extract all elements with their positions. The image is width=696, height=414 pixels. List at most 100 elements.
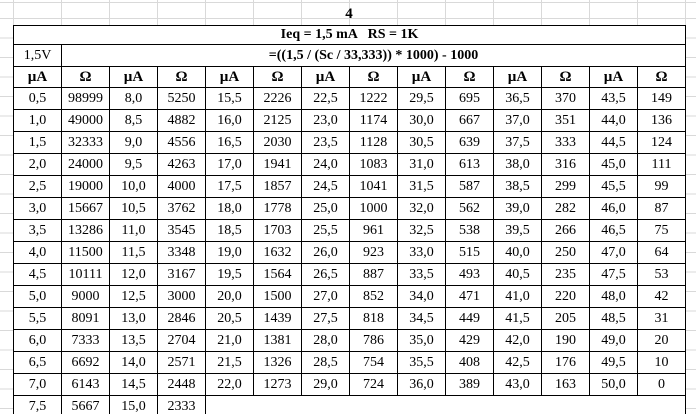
sheet-title-cell[interactable]: 4	[345, 6, 353, 22]
column-header-ua[interactable]: µA	[205, 66, 254, 88]
cell-ua[interactable]: 24,5	[301, 175, 350, 198]
cell-ohm[interactable]: 4263	[157, 153, 206, 176]
cell-ohm[interactable]: 724	[349, 373, 398, 396]
cell-ua[interactable]: 2,0	[13, 153, 62, 176]
cell-ua[interactable]: 12,0	[109, 263, 158, 286]
cell-ua[interactable]: 22,5	[301, 87, 350, 110]
cell-ohm[interactable]: 1564	[253, 263, 302, 286]
cell-ua[interactable]: 35,0	[397, 329, 446, 352]
cell-ohm[interactable]: 190	[541, 329, 590, 352]
cell-ua[interactable]: 11,0	[109, 219, 158, 242]
cell-ua[interactable]: 23,0	[301, 109, 350, 132]
cell-ua[interactable]: 36,5	[493, 87, 542, 110]
cell-ohm[interactable]: 818	[349, 307, 398, 330]
cell-ua[interactable]: 37,0	[493, 109, 542, 132]
cell-ua[interactable]: 45,5	[589, 175, 638, 198]
cell-ua[interactable]: 8,5	[109, 109, 158, 132]
cell-ua[interactable]: 43,5	[589, 87, 638, 110]
cell-ua[interactable]: 19,5	[205, 263, 254, 286]
cell-ohm[interactable]: 3000	[157, 285, 206, 308]
cell-ua[interactable]: 48,0	[589, 285, 638, 308]
column-header-ua[interactable]: µA	[589, 66, 638, 88]
cell-ohm[interactable]: 408	[445, 351, 494, 374]
cell-ua[interactable]: 49,5	[589, 351, 638, 374]
cell-ua[interactable]: 36,0	[397, 373, 446, 396]
cell-ohm[interactable]: 49000	[61, 109, 110, 132]
cell-ua[interactable]: 32,0	[397, 197, 446, 220]
cell-ua[interactable]: 45,0	[589, 153, 638, 176]
column-header-ua[interactable]: µA	[397, 66, 446, 88]
cell-ua[interactable]: 9,5	[109, 153, 158, 176]
cell-ohm[interactable]: 1381	[253, 329, 302, 352]
cell-ua[interactable]: 20,0	[205, 285, 254, 308]
cell-ua[interactable]: 27,5	[301, 307, 350, 330]
cell-ua[interactable]: 18,0	[205, 197, 254, 220]
cell-ua[interactable]: 35,5	[397, 351, 446, 374]
cell-ohm[interactable]: 1500	[253, 285, 302, 308]
cell-ohm[interactable]: 370	[541, 87, 590, 110]
cell-ua[interactable]: 33,5	[397, 263, 446, 286]
column-header-ohm[interactable]: Ω	[349, 66, 398, 88]
cell-ua[interactable]: 15,5	[205, 87, 254, 110]
cell-ua[interactable]: 24,0	[301, 153, 350, 176]
cell-ua[interactable]: 37,5	[493, 131, 542, 154]
cell-ohm[interactable]: 10111	[61, 263, 110, 286]
cell-ohm[interactable]: 1778	[253, 197, 302, 220]
column-header-ua[interactable]: µA	[13, 66, 62, 88]
cell-ohm[interactable]: 1000	[349, 197, 398, 220]
cell-ua[interactable]: 27,0	[301, 285, 350, 308]
cell-ohm[interactable]: 87	[636, 197, 687, 220]
cell-ua[interactable]: 3,5	[13, 219, 62, 242]
cell-ohm[interactable]: 639	[445, 131, 494, 154]
params-cell[interactable]: Ieq = 1,5 mA RS = 1K	[12, 25, 687, 45]
column-header-ua[interactable]: µA	[493, 66, 542, 88]
cell-ua[interactable]: 19,0	[205, 241, 254, 264]
cell-ua[interactable]: 39,5	[493, 219, 542, 242]
cell-ohm[interactable]: 538	[445, 219, 494, 242]
cell-ohm[interactable]: 75	[636, 219, 687, 242]
cell-ohm[interactable]: 2846	[157, 307, 206, 330]
cell-ohm[interactable]: 6143	[61, 373, 110, 396]
cell-ua[interactable]: 1,5	[13, 131, 62, 154]
column-header-ohm[interactable]: Ω	[541, 66, 590, 88]
cell-ohm[interactable]: 754	[349, 351, 398, 374]
cell-ua[interactable]: 50,0	[589, 373, 638, 396]
cell-ohm[interactable]: 2030	[253, 131, 302, 154]
cell-ohm[interactable]: 1632	[253, 241, 302, 264]
cell-ohm[interactable]: 2704	[157, 329, 206, 352]
cell-ua[interactable]: 10,5	[109, 197, 158, 220]
cell-ua[interactable]: 2,5	[13, 175, 62, 198]
cell-ohm[interactable]: 786	[349, 329, 398, 352]
cell-ua[interactable]: 29,5	[397, 87, 446, 110]
cell-ua[interactable]: 29,0	[301, 373, 350, 396]
cell-ohm[interactable]: 1174	[349, 109, 398, 132]
cell-ohm[interactable]: 6692	[61, 351, 110, 374]
cell-ohm[interactable]: 5667	[61, 395, 110, 414]
cell-ohm[interactable]: 15667	[61, 197, 110, 220]
cell-ohm[interactable]: 4882	[157, 109, 206, 132]
cell-ua[interactable]: 26,5	[301, 263, 350, 286]
cell-ua[interactable]: 41,0	[493, 285, 542, 308]
cell-ua[interactable]: 6,0	[13, 329, 62, 352]
cell-ohm[interactable]: 282	[541, 197, 590, 220]
cell-ohm[interactable]: 2333	[157, 395, 206, 414]
cell-ua[interactable]: 31,0	[397, 153, 446, 176]
cell-ohm[interactable]: 1128	[349, 131, 398, 154]
cell-ohm[interactable]: 53	[636, 263, 687, 286]
cell-ua[interactable]: 17,0	[205, 153, 254, 176]
cell-ohm[interactable]: 2125	[253, 109, 302, 132]
cell-ohm[interactable]: 4556	[157, 131, 206, 154]
cell-ohm[interactable]: 1041	[349, 175, 398, 198]
cell-ohm[interactable]: 562	[445, 197, 494, 220]
cell-ua[interactable]: 4,5	[13, 263, 62, 286]
cell-ua[interactable]: 47,5	[589, 263, 638, 286]
cell-ohm[interactable]: 3545	[157, 219, 206, 242]
cell-ua[interactable]: 22,0	[205, 373, 254, 396]
cell-ohm[interactable]: 1326	[253, 351, 302, 374]
cell-ua[interactable]: 44,5	[589, 131, 638, 154]
cell-ohm[interactable]: 3348	[157, 241, 206, 264]
cell-ua[interactable]: 44,0	[589, 109, 638, 132]
cell-ua[interactable]: 21,0	[205, 329, 254, 352]
cell-ua[interactable]: 39,0	[493, 197, 542, 220]
column-header-ua[interactable]: µA	[109, 66, 158, 88]
